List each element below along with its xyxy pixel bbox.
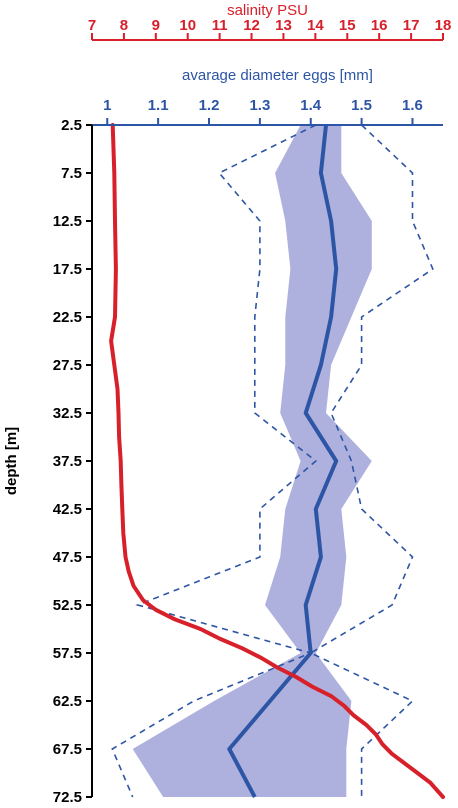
diameter-tick-label: 1.5 — [351, 97, 372, 114]
salinity-tick-label: 11 — [212, 17, 228, 34]
depth-tick-label: 27.5 — [53, 357, 82, 374]
salinity-tick-label: 15 — [339, 17, 356, 34]
salinity-tick-label: 14 — [307, 17, 324, 34]
axes-layer: 7 8 9 10 11 12 13 14 15 16 17 18 1 1.1 1.2 1.3 1.4 1.5 1.6… — [53, 17, 452, 806]
depth-tick-label: 17.5 — [53, 261, 82, 278]
salinity-tick-label: 8 — [120, 17, 128, 34]
depth-tick-label: 62.5 — [53, 693, 82, 710]
depth-tick-label: 57.5 — [53, 645, 82, 662]
diameter-tick-label: 1.3 — [249, 97, 270, 114]
salinity-tick-label: 12 — [243, 17, 260, 34]
diameter-band-layer — [132, 125, 372, 797]
diameter-tick-label: 1.6 — [402, 97, 423, 114]
salinity-axis-title: salinity PSU — [227, 2, 308, 19]
salinity-tick-label: 7 — [88, 17, 96, 34]
salinity-tick-label: 10 — [179, 17, 196, 34]
salinity-tick-label: 13 — [275, 17, 292, 34]
diameter-tick-label: 1.4 — [300, 97, 322, 114]
depth-tick-label: 12.5 — [53, 213, 82, 230]
depth-axis-title: depth [m] — [3, 427, 20, 495]
salinity-tick-label: 16 — [371, 17, 388, 34]
depth-tick-label: 22.5 — [53, 309, 82, 326]
depth-tick-label: 37.5 — [53, 453, 82, 470]
data-lines-layer — [109, 123, 445, 799]
depth-tick-label: 7.5 — [61, 165, 82, 182]
salinity-line — [109, 123, 445, 799]
depth-tick-label: 2.5 — [61, 117, 82, 134]
diameter-axis-title: avarage diameter eggs [mm] — [182, 67, 373, 84]
salinity-tick-label: 9 — [152, 17, 160, 34]
salinity-tick-label: 17 — [403, 17, 420, 34]
depth-tick-label: 67.5 — [53, 741, 82, 758]
diameter-tick-label: 1.2 — [199, 97, 220, 114]
depth-tick-label: 42.5 — [53, 501, 82, 518]
depth-tick-label: 32.5 — [53, 405, 82, 422]
depth-tick-label: 47.5 — [53, 549, 82, 566]
diameter-tick-label: 1 — [103, 97, 111, 114]
diameter-min-line — [111, 124, 318, 798]
depth-tick-label: 52.5 — [53, 597, 82, 614]
diameter-mean-line — [227, 124, 339, 798]
diameter-confidence-band — [132, 125, 372, 797]
diameter-max-line — [308, 124, 434, 797]
diameter-tick-label: 1.1 — [148, 97, 169, 114]
diameter-range-layer — [111, 124, 434, 798]
depth-tick-label: 72.5 — [53, 789, 82, 806]
salinity-tick-label: 18 — [435, 17, 452, 34]
